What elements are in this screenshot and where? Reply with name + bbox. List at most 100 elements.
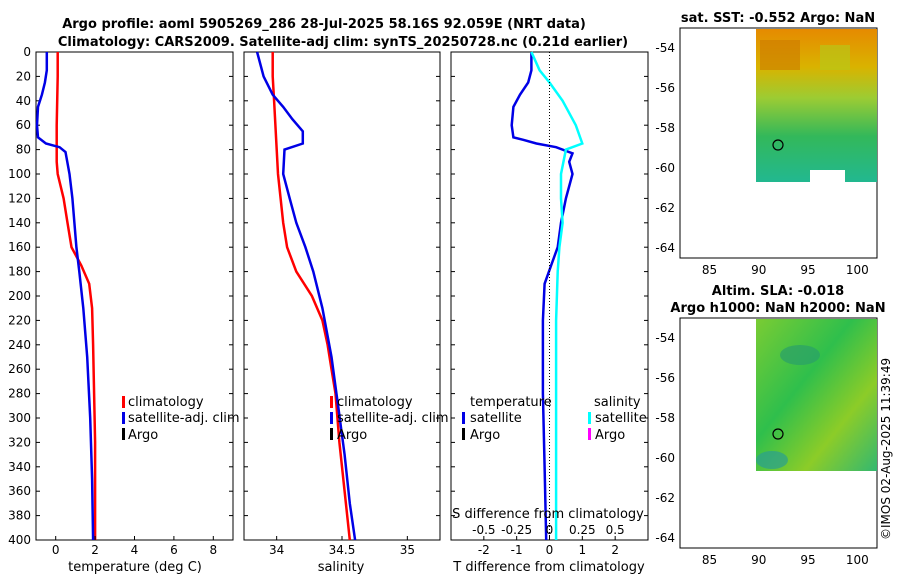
depth-tick-label: 220 bbox=[8, 313, 31, 327]
difference-xlabel: T difference from climatology bbox=[452, 560, 645, 575]
x-tick-label: 34.5 bbox=[329, 543, 356, 557]
sla-argo-marker bbox=[772, 428, 784, 440]
x-tick-label: 2 bbox=[611, 543, 619, 557]
series-line-climatology bbox=[271, 52, 352, 541]
legend-salinity-title: salinity bbox=[594, 395, 641, 410]
temperature-axes bbox=[35, 51, 234, 541]
map-x-tick-label: 95 bbox=[800, 553, 815, 567]
legend-temp-satellite: satellite bbox=[470, 411, 522, 426]
map-y-tick-label: -60 bbox=[655, 161, 675, 175]
x-tick-label: 1 bbox=[579, 543, 587, 557]
legend-satellite: satellite-adj. clim bbox=[128, 411, 240, 426]
depth-tick-label: 320 bbox=[8, 435, 31, 449]
temperature-series bbox=[35, 52, 97, 541]
map-y-tick-label: -62 bbox=[655, 201, 675, 215]
map-x-tick-label: 90 bbox=[751, 263, 766, 277]
temperature-x-ticks: 0 2 4 6 8 bbox=[52, 536, 217, 557]
series-line-climatology bbox=[55, 52, 97, 540]
depth-tick-label: 0 bbox=[23, 45, 31, 59]
legend-swatch-argo bbox=[330, 428, 333, 440]
legend-swatch-climatology bbox=[122, 396, 125, 408]
map-x-tick-label: 90 bbox=[751, 553, 766, 567]
legend-swatch-satellite bbox=[330, 412, 333, 424]
salinity-legend: climatology satellite-adj. clim Argo bbox=[330, 395, 449, 443]
map-x-tick-label: 85 bbox=[702, 553, 717, 567]
depth-tick-label: 200 bbox=[8, 289, 31, 303]
s-diff-tick-label: 0 bbox=[546, 523, 554, 537]
difference-legend: temperature satellite Argo salinity sate… bbox=[462, 395, 647, 443]
s-diff-tick-label: 0.5 bbox=[606, 523, 625, 537]
legend-swatch-argo bbox=[122, 428, 125, 440]
map-y-tick-label: -64 bbox=[655, 531, 675, 545]
imos-watermark: ©IMOS 02-Aug-2025 11:39:49 bbox=[879, 358, 893, 540]
sst-argo-marker bbox=[772, 139, 784, 151]
title-line2: Climatology: CARS2009. Satellite-adj cli… bbox=[58, 35, 628, 50]
legend-satellite: satellite-adj. clim bbox=[337, 411, 449, 426]
salinity-series bbox=[255, 51, 357, 541]
sla-patch bbox=[756, 451, 788, 469]
difference-x-ticks: -2 -1 0 1 2 bbox=[478, 536, 619, 557]
sst-warm-patch bbox=[760, 40, 800, 70]
x-tick-label: 2 bbox=[91, 543, 99, 557]
map-y-tick-label: -54 bbox=[655, 331, 675, 345]
legend-argo: Argo bbox=[337, 428, 367, 443]
temperature-legend: climatology satellite-adj. clim Argo bbox=[122, 395, 240, 443]
depth-tick-labels: 0 20 40 60 80 100 120 140 160 180 200 220 240 260 280 3… bbox=[8, 45, 31, 547]
sla-x-ticks: 85 90 95 100 bbox=[702, 553, 869, 567]
x-tick-label: 35 bbox=[400, 543, 415, 557]
depth-tick-label: 40 bbox=[16, 94, 31, 108]
salinity-difference-xlabel: S difference from climatology bbox=[452, 507, 644, 522]
sst-y-ticks: -54 -56 -58 -60 -62 -64 bbox=[655, 41, 675, 255]
depth-tick-label: 20 bbox=[16, 69, 31, 83]
depth-tick-label: 160 bbox=[8, 240, 31, 254]
x-tick-label: -2 bbox=[478, 543, 490, 557]
depth-tick-label: 240 bbox=[8, 338, 31, 352]
sla-y-ticks: -54 -56 -58 -60 -62 -64 bbox=[655, 331, 675, 545]
legend-sal-satellite: satellite bbox=[595, 411, 647, 426]
depth-tick-label: 380 bbox=[8, 509, 31, 523]
legend-sal-argo: Argo bbox=[595, 428, 625, 443]
depth-tick-label: 280 bbox=[8, 387, 31, 401]
sla-patch bbox=[780, 345, 820, 365]
map-y-tick-label: -56 bbox=[655, 81, 675, 95]
s-diff-tick-label: 0.25 bbox=[569, 523, 596, 537]
depth-tick-label: 80 bbox=[16, 143, 31, 157]
sla-map-field bbox=[756, 319, 877, 471]
map-x-tick-label: 85 bbox=[702, 263, 717, 277]
depth-tick-label: 300 bbox=[8, 411, 31, 425]
legend-swatch-satellite bbox=[122, 412, 125, 424]
x-tick-label: 8 bbox=[209, 543, 217, 557]
tick-marks bbox=[36, 51, 648, 541]
s-diff-tick-label: -0.25 bbox=[501, 523, 532, 537]
legend-climatology: climatology bbox=[128, 395, 204, 410]
s-diff-tick-label: -0.5 bbox=[472, 523, 495, 537]
salinity-xlabel: salinity bbox=[318, 560, 365, 575]
legend-swatch-sal-argo bbox=[588, 428, 591, 440]
salinity-difference-x-ticks: -0.5 -0.25 0 0.25 0.5 bbox=[472, 523, 625, 537]
x-tick-label: 0 bbox=[546, 543, 554, 557]
map-y-tick-label: -56 bbox=[655, 371, 675, 385]
x-tick-label: -1 bbox=[511, 543, 523, 557]
sst-x-ticks: 85 90 95 100 bbox=[702, 263, 869, 277]
x-tick-label: 34 bbox=[269, 543, 284, 557]
sst-patch bbox=[820, 45, 850, 70]
x-tick-label: 6 bbox=[170, 543, 178, 557]
x-tick-label: 4 bbox=[131, 543, 139, 557]
depth-tick-label: 120 bbox=[8, 191, 31, 205]
legend-swatch-temp-satellite bbox=[462, 412, 465, 424]
map-y-tick-label: -62 bbox=[655, 491, 675, 505]
series-line-satellite-adj-clim bbox=[35, 52, 95, 541]
sla-map-title2: Argo h1000: NaN h2000: NaN bbox=[670, 301, 885, 316]
depth-tick-label: 360 bbox=[8, 484, 31, 498]
depth-tick-label: 60 bbox=[16, 118, 31, 132]
depth-tick-label: 180 bbox=[8, 265, 31, 279]
legend-swatch-sal-satellite bbox=[588, 412, 591, 424]
map-x-tick-label: 95 bbox=[800, 263, 815, 277]
map-y-tick-label: -58 bbox=[655, 121, 675, 135]
legend-argo: Argo bbox=[128, 428, 158, 443]
sst-land-gap bbox=[810, 170, 845, 183]
x-tick-label: 0 bbox=[52, 543, 60, 557]
depth-tick-label: 100 bbox=[8, 167, 31, 181]
legend-temp-argo: Argo bbox=[470, 428, 500, 443]
